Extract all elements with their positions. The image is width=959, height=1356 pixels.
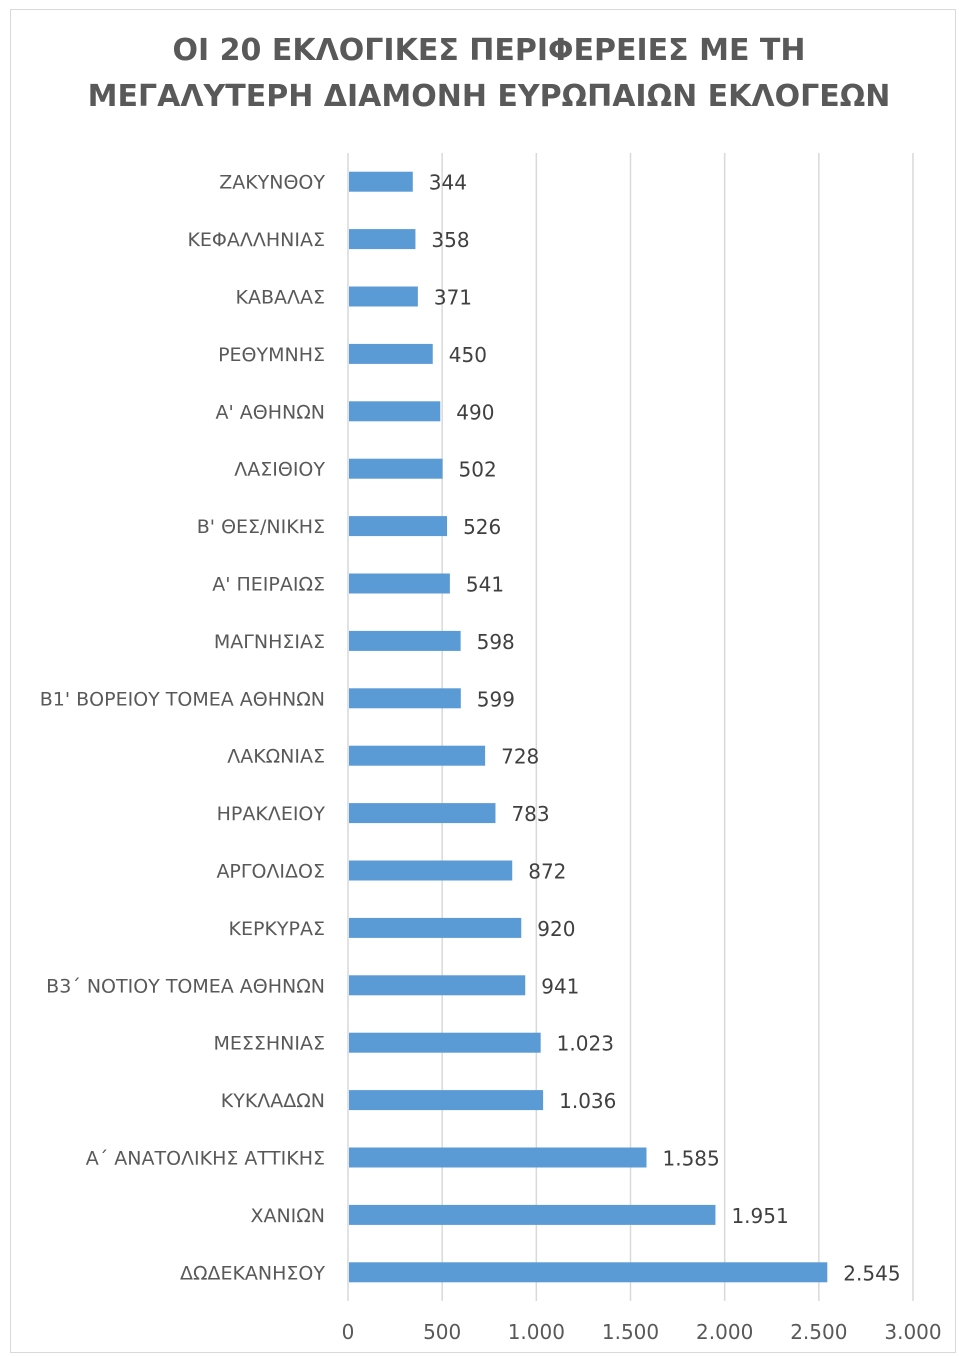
data-label: 344: [429, 171, 467, 195]
category-label: ΚΕΦΑΛΛΗΝΙΑΣ: [187, 229, 325, 251]
bar: [349, 171, 413, 192]
data-label: 728: [501, 745, 539, 769]
bar: [349, 458, 443, 479]
category-label: Α΄ ΑΝΑΤΟΛΙΚΗΣ ΑΤΤΙΚΗΣ: [86, 1148, 325, 1170]
chart-frame: [10, 9, 956, 1353]
category-label: ΛΑΚΩΝΙΑΣ: [227, 746, 325, 768]
data-label: 920: [537, 917, 575, 941]
bar: [349, 975, 526, 996]
data-label: 450: [449, 343, 487, 367]
bar: [349, 573, 450, 594]
bar: [349, 1090, 544, 1111]
bar: [349, 401, 441, 422]
category-label: ΡΕΘΥΜΝΗΣ: [218, 344, 325, 366]
data-label: 598: [477, 630, 515, 654]
bar: [349, 917, 522, 938]
bar: [349, 803, 496, 824]
bar: [349, 1032, 541, 1053]
category-label: Β' ΘΕΣ/ΝΙΚΗΣ: [197, 516, 325, 538]
bar: [349, 229, 416, 250]
category-label: ΗΡΑΚΛΕΙΟΥ: [217, 803, 326, 825]
data-label: 872: [528, 860, 566, 884]
data-label: 1.585: [663, 1147, 720, 1171]
data-label: 541: [466, 573, 504, 597]
bar: [349, 860, 513, 881]
data-label: 502: [459, 458, 497, 482]
data-label: 2.545: [843, 1261, 900, 1285]
data-label: 941: [541, 974, 579, 998]
category-label: ΜΑΓΝΗΣΙΑΣ: [214, 631, 325, 653]
bar: [349, 1262, 828, 1283]
bar: [349, 1204, 716, 1225]
category-label: ΖΑΚΥΝΘΟΥ: [219, 172, 325, 194]
category-label: Α' ΑΘΗΝΩΝ: [216, 401, 325, 423]
x-tick-label: 2.500: [790, 1320, 847, 1344]
category-labels: ΖΑΚΥΝΘΟΥ ΚΕΦΑΛΛΗΝΙΑΣ ΚΑΒΑΛΑΣ ΡΕΘΥΜΝΗΣ Α' ΑΘΗ…: [40, 172, 326, 1285]
chart-title-line-2: ΜΕΓΑΛΥΤΕΡΗ ΔΙΑΜΟΝΗ ΕΥΡΩΠΑΙΩΝ ΕΚΛΟΓΕΩΝ: [87, 79, 891, 114]
bar: [349, 343, 433, 364]
gridlines: [347, 153, 914, 1301]
chart-title: ΟΙ 20 ΕΚΛΟΓΙΚΕΣ ΠΕΡΙΦΕΡΕΙΕΣ ΜΕ ΤΗ ΜΕΓΑΛΥ…: [0, 28, 959, 120]
bar: [349, 688, 461, 709]
data-label: 358: [431, 228, 469, 252]
data-label: 371: [434, 286, 472, 310]
x-tick-label: 2.000: [696, 1320, 753, 1344]
bar: [349, 286, 418, 307]
bar: [349, 516, 448, 537]
data-label: 1.023: [557, 1032, 614, 1056]
category-label: Β3΄ ΝΟΤΙΟΥ ΤΟΜΕΑ ΑΘΗΝΩΝ: [46, 975, 325, 997]
x-tick-label: 500: [423, 1320, 461, 1344]
x-tick-label: 1.000: [508, 1320, 565, 1344]
bar: [349, 630, 461, 651]
x-tick-label: 1.500: [602, 1320, 659, 1344]
data-labels: 344 358 371 450 490 502 526 541 598 599 728 783 872 9…: [429, 171, 901, 1286]
category-label: ΚΑΒΑΛΑΣ: [236, 287, 326, 309]
category-label: Β1' ΒΟΡΕΙΟΥ ΤΟΜΕΑ ΑΘΗΝΩΝ: [40, 688, 325, 710]
x-tick-label: 0: [342, 1320, 355, 1344]
category-label: ΚΥΚΛΑΔΩΝ: [221, 1090, 325, 1112]
category-label: ΔΩΔΕΚΑΝΗΣΟΥ: [180, 1262, 325, 1284]
x-tick-label: 3.000: [884, 1320, 941, 1344]
category-label: ΑΡΓΟΛΙΔΟΣ: [216, 861, 325, 883]
bars: [349, 171, 828, 1283]
chart-title-line-1: ΟΙ 20 ΕΚΛΟΓΙΚΕΣ ΠΕΡΙΦΕΡΕΙΕΣ ΜΕ ΤΗ: [172, 33, 806, 68]
category-label: ΚΕΡΚΥΡΑΣ: [229, 918, 325, 940]
data-label: 1.951: [731, 1204, 788, 1228]
category-label: ΜΕΣΣΗΝΙΑΣ: [213, 1033, 325, 1055]
bar: [349, 745, 486, 766]
data-label: 490: [456, 400, 494, 424]
data-label: 599: [477, 687, 515, 711]
category-label: ΛΑΣΙΘΙΟΥ: [234, 459, 325, 481]
category-label: ΧΑΝΙΩΝ: [250, 1205, 325, 1227]
data-label: 526: [463, 515, 501, 539]
category-label: Α' ΠΕΙΡΑΙΩΣ: [212, 574, 325, 596]
data-label: 783: [511, 802, 549, 826]
x-tick-labels: 0 500 1.000 1.500 2.000 2.500 3.000: [342, 1320, 942, 1344]
data-label: 1.036: [559, 1089, 616, 1113]
bar: [349, 1147, 647, 1168]
